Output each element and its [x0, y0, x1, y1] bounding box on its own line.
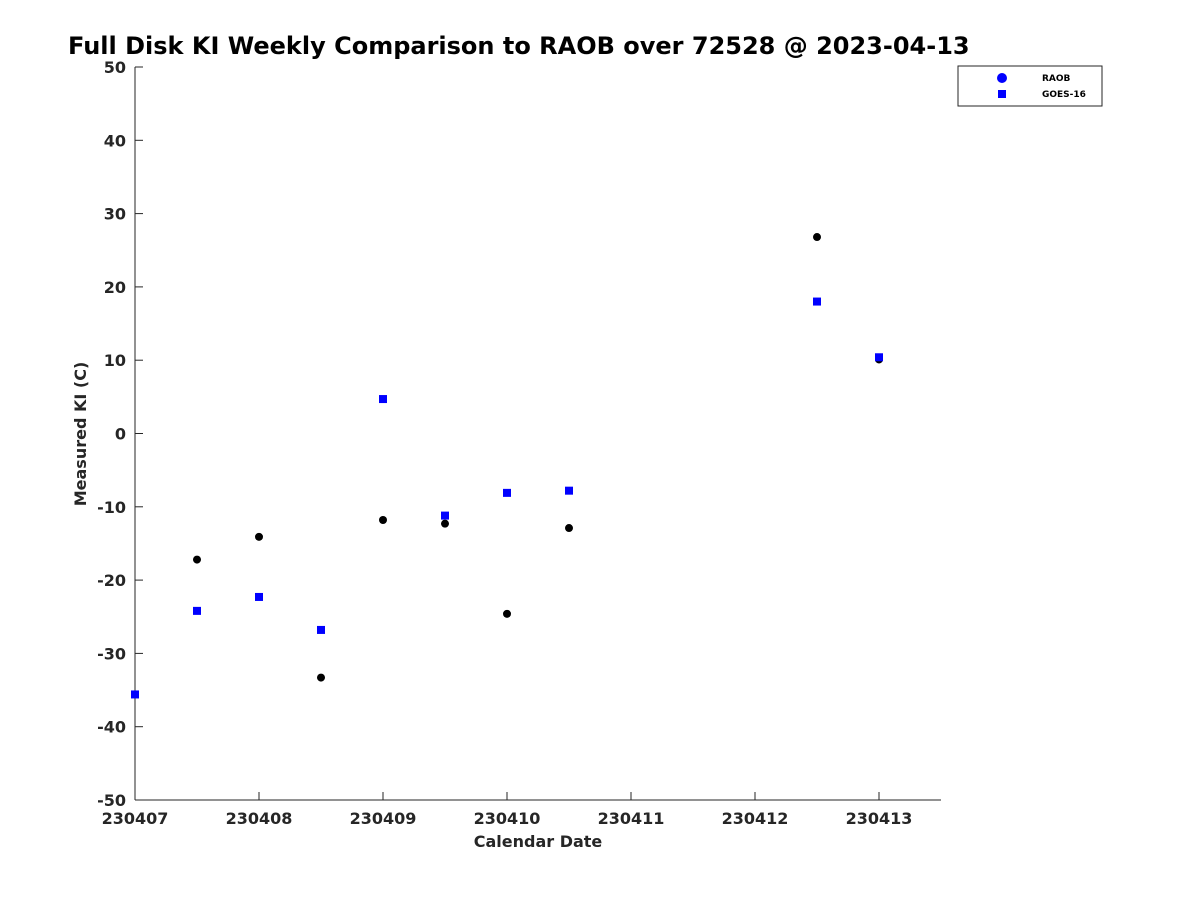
x-tick-label: 230411 — [598, 809, 665, 828]
goes-16-point — [379, 395, 387, 404]
y-tick-label: 50 — [104, 58, 126, 77]
raob-point — [379, 515, 387, 524]
goes-16-point — [565, 486, 573, 495]
legend-box — [957, 65, 1103, 107]
y-tick-label: -30 — [97, 644, 126, 663]
y-tick-label: -10 — [97, 498, 126, 517]
x-tick-label: 230412 — [722, 809, 789, 828]
y-tick-label: -50 — [97, 791, 126, 810]
axes — [134, 67, 941, 801]
x-tick-label: 230413 — [846, 809, 913, 828]
goes-16-point — [193, 606, 201, 615]
y-tick-label: 10 — [104, 351, 126, 370]
legend-label-goes-16: GOES-16 — [1042, 90, 1086, 100]
goes-16-point — [875, 353, 883, 362]
x-ticks: 230407 230408 230409 230410 230411 230412 2304… — [102, 792, 913, 828]
raob-point — [565, 524, 573, 533]
x-tick-label: 230408 — [226, 809, 293, 828]
goes-16-point — [255, 592, 263, 601]
raob-point — [813, 233, 821, 242]
y-tick-label: 30 — [104, 205, 126, 224]
y-tick-label: -40 — [97, 718, 126, 737]
legend-marker-goes-16 — [998, 90, 1006, 98]
y-tick-label: 20 — [104, 278, 126, 297]
legend-marker-raob — [997, 73, 1007, 83]
x-tick-label: 230409 — [350, 809, 417, 828]
y-ticks: -50 -40 -30 -20 -10 0 10 20 30 40 50 — [97, 58, 143, 810]
goes-16-point — [441, 511, 449, 520]
raob-point — [193, 555, 201, 564]
y-tick-label: -20 — [97, 571, 126, 590]
x-tick-label: 230407 — [102, 809, 169, 828]
y-axis-label: Measured KI (C) — [71, 362, 90, 507]
raob-point — [441, 519, 449, 528]
y-tick-label: 40 — [104, 131, 126, 150]
chart-title: Full Disk KI Weekly Comparison to RAOB o… — [68, 32, 970, 60]
x-tick-label: 230410 — [474, 809, 541, 828]
legend-label-raob: RAOB — [1042, 74, 1071, 84]
goes-16-point — [813, 297, 821, 306]
data-points — [131, 233, 883, 699]
raob-point — [317, 673, 325, 682]
x-axis-label: Calendar Date — [474, 832, 603, 851]
legend: RAOB GOES-16 — [957, 65, 1103, 107]
goes-16-point — [131, 690, 139, 699]
y-tick-label: 0 — [115, 425, 126, 444]
raob-point — [255, 532, 263, 541]
raob-point — [503, 609, 511, 618]
goes-16-point — [317, 625, 325, 634]
goes-16-point — [503, 488, 511, 497]
